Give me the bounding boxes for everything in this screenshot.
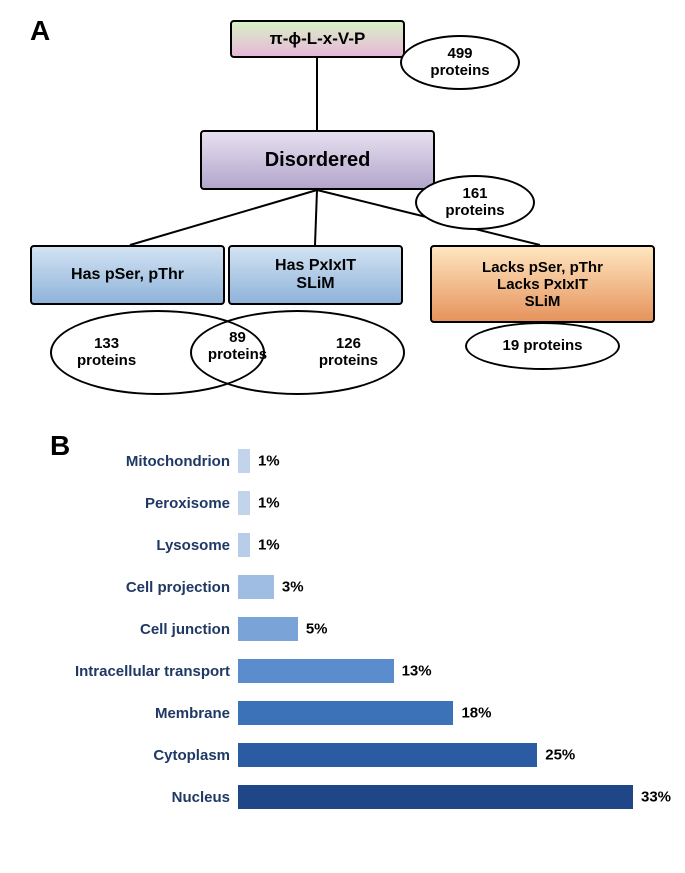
bar-row: Intracellular transport13% (20, 650, 665, 692)
bar-rect (238, 785, 633, 809)
bar-value: 1% (258, 453, 280, 470)
root-count-ellipse: 499proteins (400, 35, 520, 90)
bar-label: Peroxisome (20, 495, 238, 512)
bar-rect (238, 701, 453, 725)
bar-value: 1% (258, 537, 280, 554)
bar-area: 18% (238, 701, 453, 725)
bar-area: 5% (238, 617, 298, 641)
bar-row: Cytoplasm25% (20, 734, 665, 776)
venn-mid-label: 89proteins (195, 330, 280, 363)
venn-left-label: 133proteins (77, 336, 136, 369)
bar-rect (238, 449, 250, 473)
bar-value: 25% (545, 747, 575, 764)
root-motif-box: π-ϕ-L-x-V-P (230, 20, 405, 58)
disordered-box: Disordered (200, 130, 435, 190)
bar-label: Cytoplasm (20, 747, 238, 764)
bar-area: 13% (238, 659, 394, 683)
panel-a: A π-ϕ-L-x-V-P 499proteins Disordered 161… (20, 20, 665, 410)
leaf-box-lacks: Lacks pSer, pThrLacks PxIxITSLiM (430, 245, 655, 323)
bar-row: Peroxisome1% (20, 482, 665, 524)
bar-area: 25% (238, 743, 537, 767)
bar-row: Mitochondrion1% (20, 440, 665, 482)
bar-row: Cell junction5% (20, 608, 665, 650)
bar-area: 3% (238, 575, 274, 599)
bar-area: 33% (238, 785, 633, 809)
bar-rect (238, 617, 298, 641)
bar-value: 5% (306, 621, 328, 638)
bar-row: Membrane18% (20, 692, 665, 734)
bar-value: 33% (641, 789, 671, 806)
bar-label: Lysosome (20, 537, 238, 554)
bar-rect (238, 533, 250, 557)
bar-rect (238, 659, 394, 683)
disordered-count-ellipse: 161proteins (415, 175, 535, 230)
bar-label: Cell projection (20, 579, 238, 596)
panel-b-letter: B (50, 430, 70, 462)
bar-area: 1% (238, 449, 250, 473)
bar-label: Membrane (20, 705, 238, 722)
bar-area: 1% (238, 491, 250, 515)
leaf-box-pser-pthr: Has pSer, pThr (30, 245, 225, 305)
panel-b: B Mitochondrion1%Peroxisome1%Lysosome1%C… (20, 440, 665, 818)
bar-row: Cell projection3% (20, 566, 665, 608)
leaf-box-pxixit: Has PxIxITSLiM (228, 245, 403, 305)
bar-value: 1% (258, 495, 280, 512)
bar-row: Nucleus33% (20, 776, 665, 818)
bar-label: Nucleus (20, 789, 238, 806)
bar-rect (238, 743, 537, 767)
bar-value: 3% (282, 579, 304, 596)
bar-area: 1% (238, 533, 250, 557)
bar-label: Intracellular transport (20, 663, 238, 680)
bar-row: Lysosome1% (20, 524, 665, 566)
lacks-count-ellipse: 19 proteins (465, 322, 620, 370)
bar-label: Cell junction (20, 621, 238, 638)
localization-bar-chart: Mitochondrion1%Peroxisome1%Lysosome1%Cel… (20, 440, 665, 818)
venn-right-label: 126proteins (319, 336, 378, 369)
bar-rect (238, 575, 274, 599)
bar-value: 18% (461, 705, 491, 722)
bar-value: 13% (402, 663, 432, 680)
bar-rect (238, 491, 250, 515)
